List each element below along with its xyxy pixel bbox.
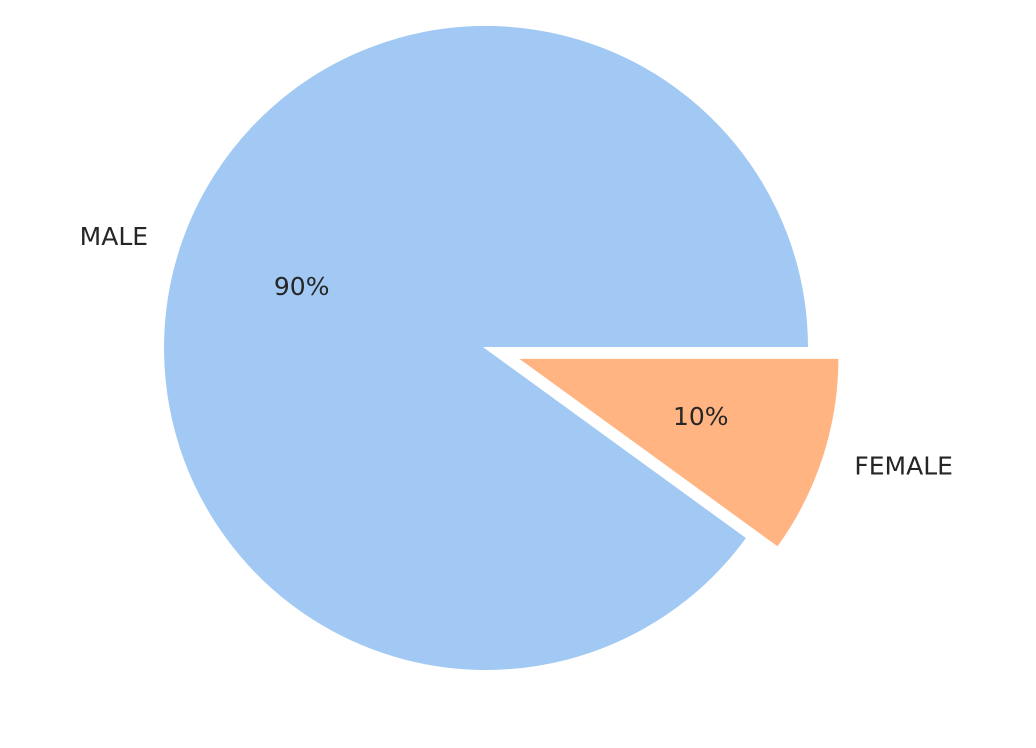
slices-layer (162, 24, 841, 672)
pie-slice-female (513, 356, 841, 550)
slice-pct-label-male: 90% (274, 272, 330, 301)
pie-slice-male (162, 24, 811, 672)
slice-pct-label-female: 10% (673, 402, 729, 431)
slice-label-female: FEMALE (854, 452, 953, 481)
slice-label-male: MALE (80, 222, 148, 251)
labels-layer: MALE 90% FEMALE 10% (80, 222, 953, 480)
